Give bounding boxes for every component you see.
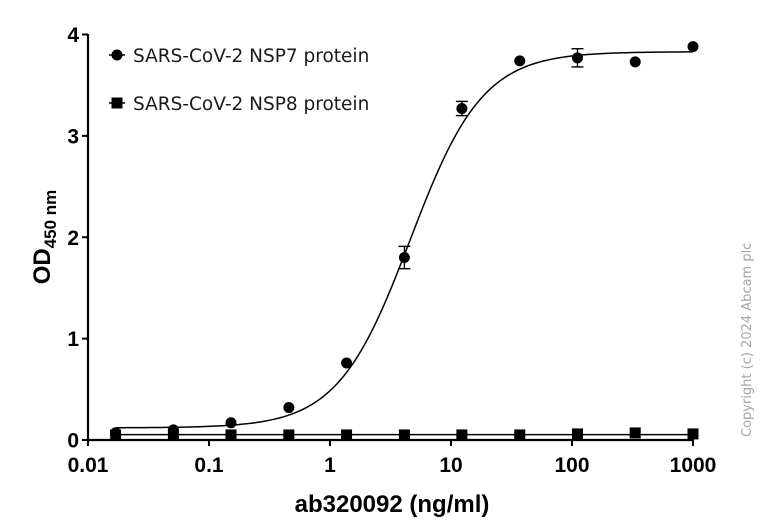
y-tick-label: 2 <box>67 227 79 250</box>
legend-item-nsp8: SARS-CoV-2 NSP8 protein <box>109 94 369 115</box>
data-point-square <box>167 429 179 441</box>
y-tick-label: 4 <box>67 24 79 47</box>
data-point-circle <box>514 55 526 67</box>
data-point-square <box>514 429 526 441</box>
data-point-square <box>456 429 468 441</box>
x-tick-label: 1 <box>324 454 336 477</box>
y-axis-title-main: OD <box>29 248 56 284</box>
series-nsp7 <box>110 41 699 439</box>
legend-item-nsp7: SARS-CoV-2 NSP7 protein <box>109 46 369 67</box>
data-point-square <box>398 429 410 441</box>
copyright-notice: Copyright (c) 2024 Abcam plc <box>740 243 755 437</box>
data-point-square <box>571 428 583 440</box>
data-point-square <box>341 429 353 441</box>
x-tick-label: 1000 <box>670 454 717 477</box>
data-point-square <box>225 429 237 441</box>
data-series <box>110 41 699 441</box>
y-axis-title-subscript: 450 nm <box>41 190 60 249</box>
x-axis-ticks: 0.01 0.1 1 10 100 1000 <box>68 440 717 477</box>
data-point-circle <box>456 103 468 115</box>
y-tick-label: 1 <box>67 328 79 351</box>
data-point-circle <box>283 402 295 414</box>
data-point-square <box>110 429 122 441</box>
data-point-circle <box>571 52 583 64</box>
legend-label-nsp8: SARS-CoV-2 NSP8 protein <box>133 94 369 115</box>
x-tick-label: 0.1 <box>194 454 224 477</box>
x-tick-label: 100 <box>554 454 589 477</box>
legend-label-nsp7: SARS-CoV-2 NSP7 protein <box>133 46 369 67</box>
data-point-circle <box>629 56 641 68</box>
data-point-square <box>629 427 641 439</box>
legend: SARS-CoV-2 NSP7 protein SARS-CoV-2 NSP8 … <box>109 46 369 115</box>
y-tick-label: 3 <box>67 125 79 148</box>
y-axis-title: OD450 nm <box>29 190 60 285</box>
x-tick-label: 10 <box>439 454 462 477</box>
series-nsp8 <box>110 427 699 441</box>
data-point-circle <box>225 417 237 429</box>
data-point-circle <box>687 41 699 53</box>
data-point-circle <box>341 357 353 369</box>
x-tick-label: 0.01 <box>68 454 109 477</box>
x-axis-title: ab320092 (ng/ml) <box>295 491 490 518</box>
data-point-circle <box>398 252 410 264</box>
y-axis-ticks: 0 1 2 3 4 <box>67 24 88 453</box>
data-point-square <box>283 429 295 441</box>
y-tick-label: 0 <box>67 430 79 453</box>
data-point-square <box>687 428 699 440</box>
